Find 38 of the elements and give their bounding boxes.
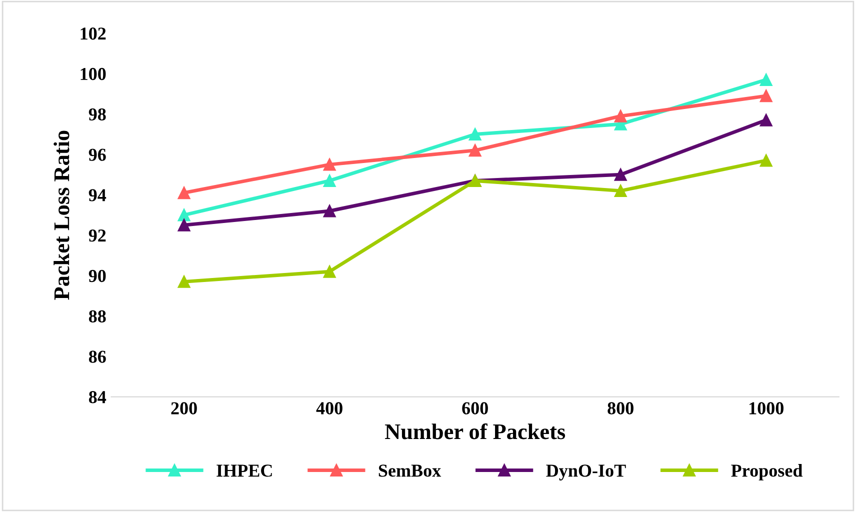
legend-label: DynO-IoT [546, 464, 626, 480]
point [760, 73, 772, 86]
point [323, 174, 336, 187]
point [178, 208, 190, 222]
x-tick-label: 600 [462, 402, 488, 414]
point [614, 168, 627, 181]
point [760, 114, 772, 126]
x-axis-title: Number of Packets [384, 423, 566, 440]
y-tick-label: 94 [88, 189, 106, 202]
legend-label: IHPEC [216, 464, 272, 477]
y-axis-title: Packet Loss Ratio [54, 130, 70, 300]
point [760, 90, 772, 102]
point [614, 110, 627, 122]
point [760, 154, 772, 167]
point [178, 218, 190, 232]
point [323, 204, 336, 218]
x-tick-label: 800 [608, 402, 634, 414]
point [468, 128, 482, 141]
legend-label: Proposed [731, 464, 803, 480]
point [323, 158, 336, 171]
point [323, 265, 336, 278]
y-tick-label: 90 [88, 270, 106, 282]
y-tick-label: 88 [88, 310, 106, 322]
point [178, 275, 190, 288]
x-tick-label: 200 [171, 402, 197, 414]
point [614, 184, 627, 198]
x-tick-label: 400 [316, 402, 342, 414]
x-tick-label: 1000 [750, 402, 784, 414]
y-tick-label: 100 [80, 68, 106, 80]
point [468, 144, 482, 157]
legend-label: SemBox [378, 464, 442, 477]
y-tick-label: 92 [88, 230, 106, 242]
y-tick-label: 96 [88, 148, 106, 161]
y-tick-label: 102 [80, 28, 106, 40]
y-tick-label: 84 [88, 391, 106, 404]
y-tick-label: 98 [88, 108, 106, 121]
point [178, 186, 190, 200]
y-tick-label: 86 [88, 350, 106, 363]
